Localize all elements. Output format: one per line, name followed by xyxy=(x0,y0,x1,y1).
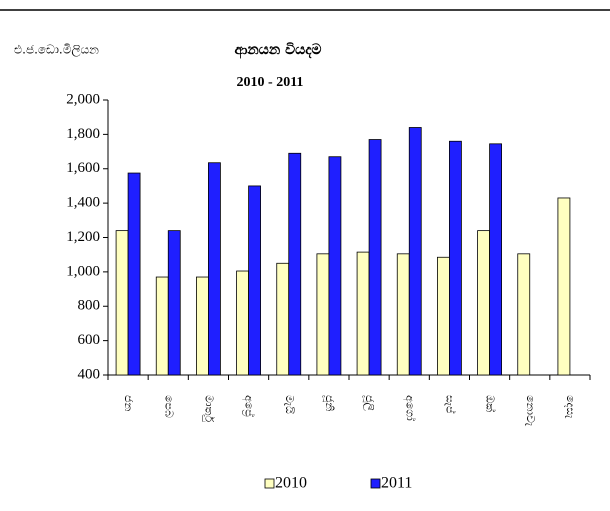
y-tick-label: 1,200 xyxy=(66,229,100,245)
x-tick-label: දෙසැ xyxy=(564,395,577,419)
chart-subtitle: 2010 - 2011 xyxy=(237,75,304,90)
legend-label: 2010 xyxy=(275,475,307,492)
bar xyxy=(155,276,169,376)
bar xyxy=(208,162,221,376)
bar xyxy=(517,253,531,376)
bar xyxy=(288,152,302,376)
x-tick-label: ජන xyxy=(122,395,135,411)
bar xyxy=(368,139,382,376)
bar xyxy=(167,230,181,376)
bar xyxy=(328,156,342,376)
x-tick-label: ඔක් xyxy=(484,395,498,412)
bar xyxy=(449,140,462,376)
bar xyxy=(127,172,141,376)
x-tick-label: නොවැ xyxy=(524,395,537,427)
bar xyxy=(115,230,129,376)
y-tick-label: 400 xyxy=(78,366,101,382)
bar xyxy=(276,262,290,376)
x-tick-label: මැයි xyxy=(283,395,296,414)
bar xyxy=(396,253,410,376)
bar xyxy=(489,143,502,376)
bar xyxy=(557,197,571,376)
bar xyxy=(316,253,330,376)
y-tick-label: 1,800 xyxy=(66,126,100,142)
x-tick-label: ජූලි xyxy=(362,394,376,411)
y-tick-label: 1,600 xyxy=(66,160,100,176)
bar xyxy=(356,251,370,376)
legend-swatch xyxy=(264,478,275,489)
y-tick-label: 600 xyxy=(78,332,101,348)
x-tick-label: අගෝ xyxy=(402,395,417,421)
legend-swatch xyxy=(370,478,381,489)
y-tick-label: 2,000 xyxy=(66,91,100,107)
x-tick-label: සැප් xyxy=(443,395,457,413)
bar xyxy=(236,270,249,376)
x-tick-label: මාර්තු xyxy=(202,395,215,422)
x-tick-label: අප්‍රේ xyxy=(242,395,257,417)
chart-title: ආනයන වියදම xyxy=(235,42,322,59)
x-tick-label: පෙබ xyxy=(162,395,175,418)
x-tick-label: ජූනි xyxy=(322,394,335,411)
y-tick-label: 1,400 xyxy=(66,195,100,211)
bar xyxy=(196,276,209,376)
y-tick-label: 1,000 xyxy=(66,263,100,279)
y-tick-label: 800 xyxy=(78,298,101,314)
legend-label: 2011 xyxy=(381,475,412,492)
bar xyxy=(248,185,261,376)
bar xyxy=(477,230,490,376)
y-axis-label: එ.ජ.ඩො.මිලියන xyxy=(14,43,99,58)
bar xyxy=(408,127,422,376)
bar xyxy=(437,256,450,376)
